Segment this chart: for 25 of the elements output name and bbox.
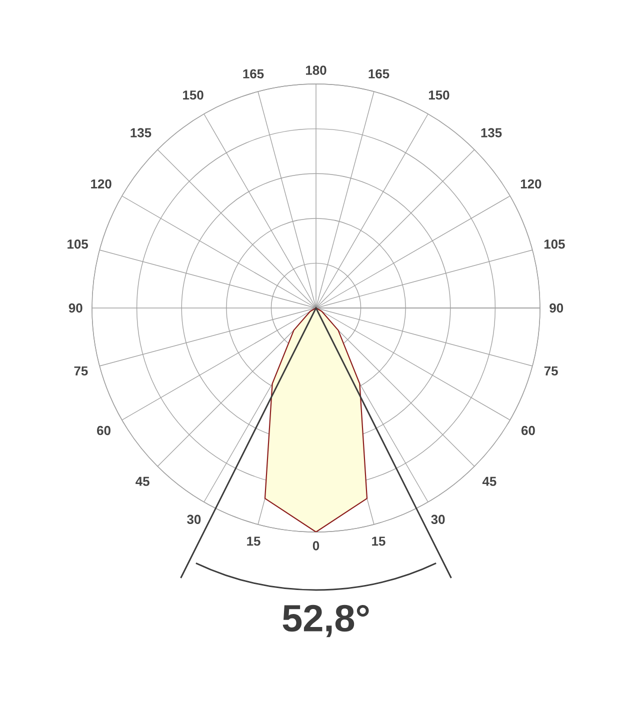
spoke-label: 90	[550, 303, 564, 313]
spoke-label: 180	[306, 66, 326, 75]
spoke-label: 135	[481, 128, 502, 138]
spoke-label: 0	[312, 541, 320, 550]
spoke-label: 45	[482, 476, 496, 486]
spoke-label: 30	[187, 514, 201, 524]
spoke-label: 90	[68, 303, 82, 313]
spoke-label: 15	[247, 536, 260, 546]
spoke-label: 60	[521, 426, 535, 436]
spoke-label: 30	[431, 514, 445, 524]
spoke-label: 150	[183, 90, 204, 100]
spoke-label: 105	[544, 240, 565, 249]
spoke-label: 165	[368, 69, 390, 78]
spoke-label: 135	[130, 128, 152, 138]
spoke-label: 60	[97, 426, 110, 436]
spoke-label: 120	[91, 179, 112, 188]
text: 52,8°	[282, 604, 369, 638]
spoke-label: 75	[74, 366, 88, 376]
spoke-label: 105	[68, 240, 88, 249]
spoke-label: 45	[136, 476, 150, 486]
spoke-label: 120	[520, 179, 542, 188]
spoke-label: 150	[428, 90, 450, 100]
spoke-label: 165	[243, 69, 264, 78]
spoke-label: 15	[372, 536, 386, 546]
spoke-label: 75	[544, 366, 558, 376]
